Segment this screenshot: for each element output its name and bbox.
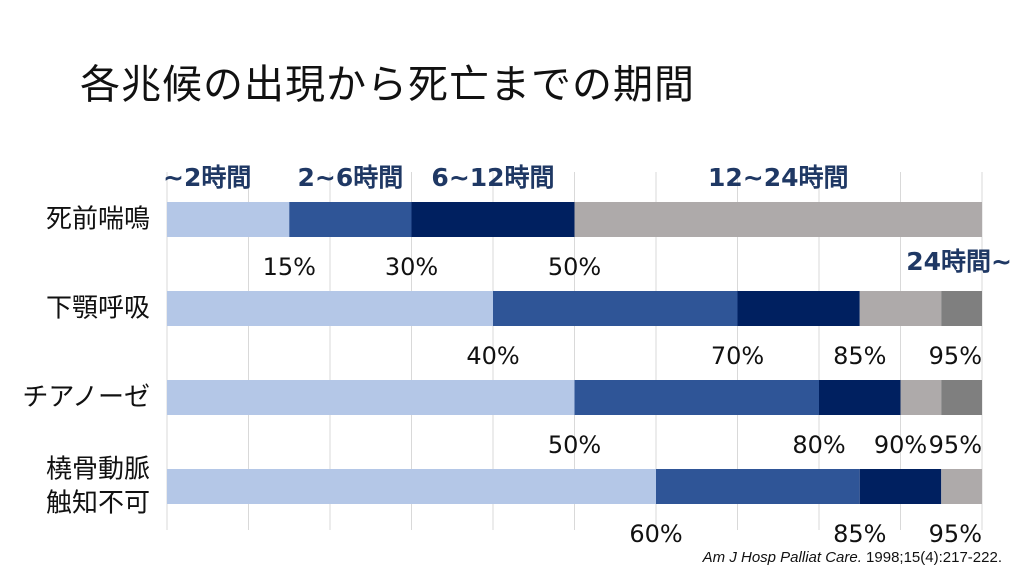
legend-label: 6~12時間 [431, 163, 554, 192]
bar-segment [941, 291, 982, 326]
cumulative-label: 85% [833, 520, 886, 548]
bar-segment [167, 202, 290, 237]
bar-segment [411, 202, 575, 237]
bar-segment [574, 380, 819, 415]
cumulative-label: 80% [792, 431, 845, 459]
cumulative-label: 85% [833, 342, 886, 370]
bar-segment [493, 291, 738, 326]
category-label: 下顎呼吸 [46, 294, 150, 324]
bar-segment [574, 202, 982, 237]
cumulative-label: 50% [548, 253, 601, 281]
category-label: チアノーゼ [22, 383, 150, 413]
cumulative-label: 70% [711, 342, 764, 370]
citation: Am J Hosp Palliat Care. 1998;15(4):217-2… [703, 549, 1002, 566]
legend-label: 24時間~ [906, 247, 1012, 276]
legend-label: 12~24時間 [708, 163, 849, 192]
bar-segment [900, 380, 942, 415]
cumulative-label: 90% [874, 431, 927, 459]
cumulative-label: 95% [929, 342, 982, 370]
cumulative-label: 50% [548, 431, 601, 459]
cumulative-label: 30% [385, 253, 438, 281]
category-label: 触知不可 [46, 489, 150, 519]
chart-title: 各兆候の出現から死亡までの期間 [80, 62, 695, 108]
cumulative-label: 95% [929, 520, 982, 548]
bar-segment [819, 380, 901, 415]
citation-details: 1998;15(4):217-222. [861, 549, 1002, 566]
bar-segment [167, 291, 493, 326]
bar-segment [941, 469, 982, 504]
bar-segment [859, 469, 942, 504]
category-label: 橈骨動脈 [46, 455, 150, 485]
legend-label: ~2時間 [163, 163, 251, 192]
bar-segment [941, 380, 982, 415]
legend-label: 2~6時間 [298, 163, 404, 192]
bar-segment [859, 291, 942, 326]
citation-journal: Am J Hosp Palliat Care. [702, 549, 862, 566]
bar-segment [737, 291, 860, 326]
bar-segment [656, 469, 860, 504]
bar-segment [167, 469, 656, 504]
cumulative-label: 95% [929, 431, 982, 459]
cumulative-label: 60% [629, 520, 682, 548]
cumulative-label: 15% [263, 253, 316, 281]
bar-segment [289, 202, 412, 237]
category-label: 死前喘鳴 [46, 205, 150, 235]
cumulative-label: 40% [466, 342, 519, 370]
bar-segment [167, 380, 575, 415]
